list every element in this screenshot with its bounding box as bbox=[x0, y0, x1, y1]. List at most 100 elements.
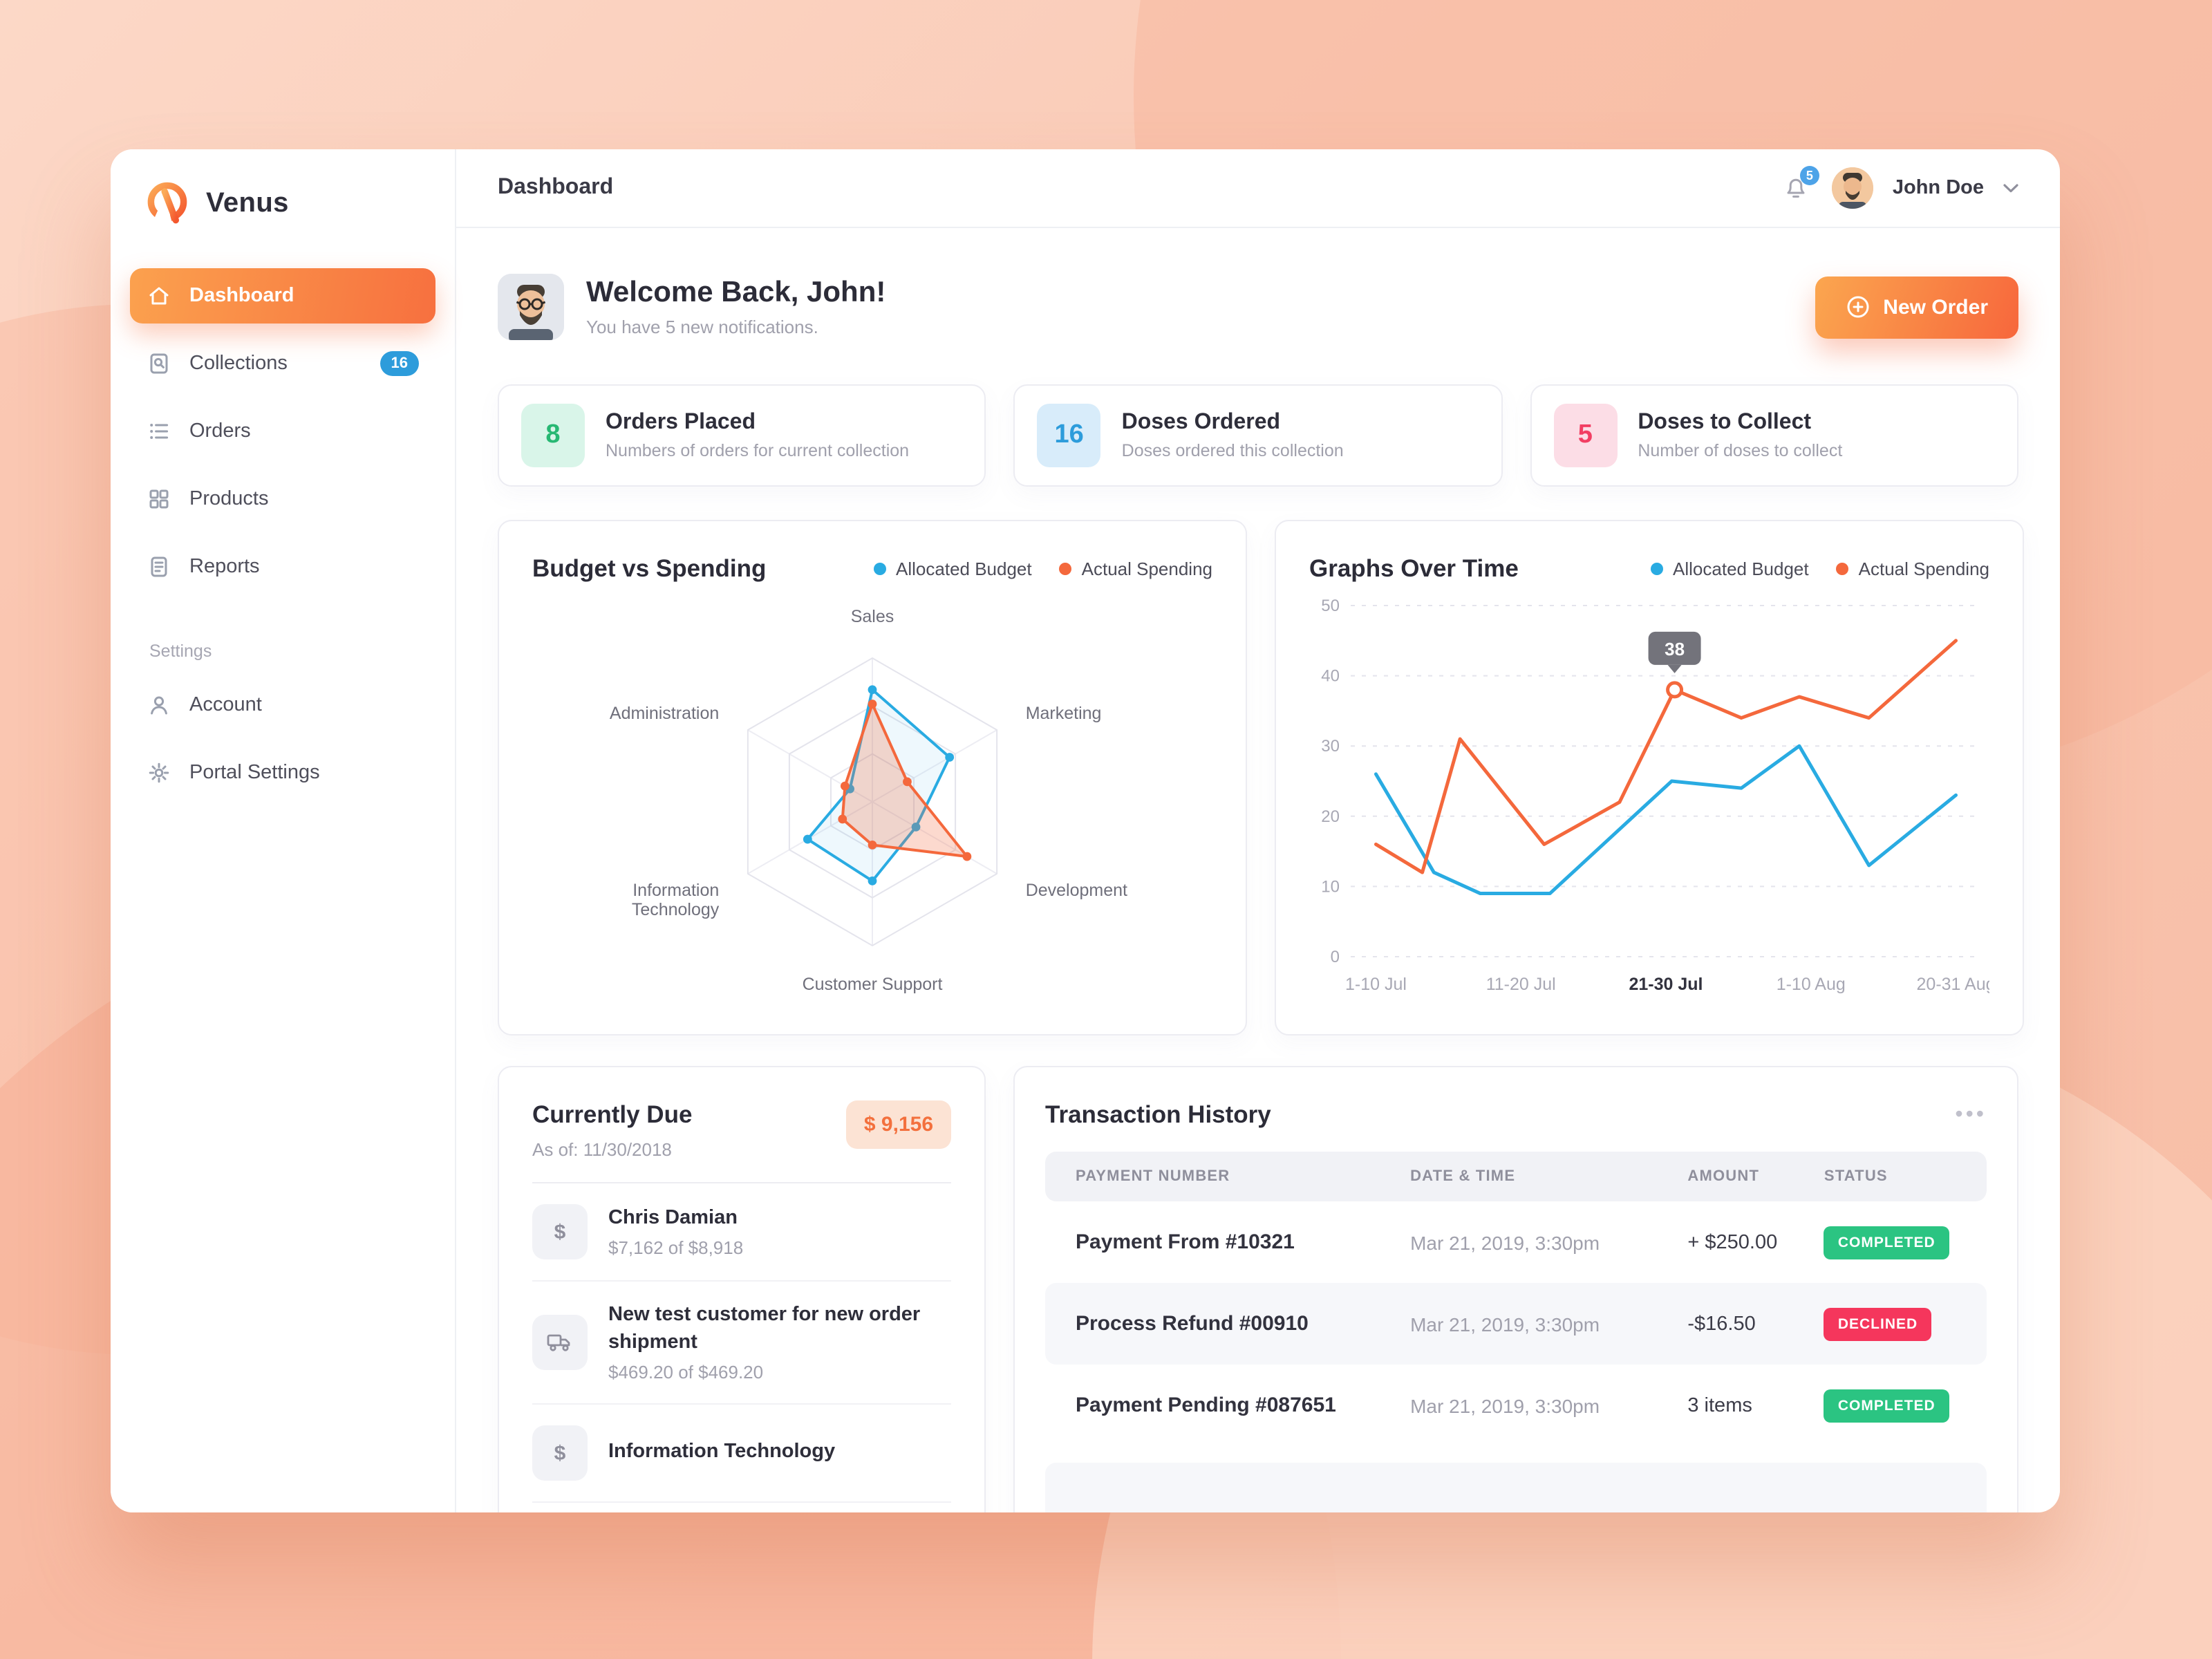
stat-text: Doses Ordered Doses ordered this collect… bbox=[1122, 411, 1344, 460]
column-header: DATE & TIME bbox=[1410, 1168, 1516, 1185]
stat-value-badge: 16 bbox=[1037, 404, 1101, 467]
payment-date: Mar 21, 2019, 3:30pm bbox=[1410, 1313, 1600, 1335]
welcome-avatar bbox=[498, 274, 564, 340]
payment-amount: 3 items bbox=[1687, 1394, 1752, 1416]
charts-row: Budget vs Spending Allocated Budget Actu… bbox=[498, 520, 2024, 1035]
main-content: Welcome Back, John! You have 5 new notif… bbox=[456, 228, 2060, 1512]
radar-axis-label: Sales bbox=[851, 607, 894, 626]
transaction-history-title: Transaction History bbox=[1045, 1100, 1271, 1128]
due-list-item[interactable]: $ Chris Damian $7,162 of $8,918 bbox=[532, 1183, 951, 1282]
line-chart-svg: 0 10 20 30 40 50 1-10 Jul 11-20 Jul 21-30 Jul 1-1… bbox=[1321, 597, 1995, 994]
highlighted-point bbox=[1666, 681, 1684, 699]
radar-chart-svg: Sales Marketing Development Customer Suppor… bbox=[610, 607, 1127, 994]
stat-text: Orders Placed Numbers of orders for curr… bbox=[606, 411, 909, 460]
legend-label: Actual Spending bbox=[1081, 559, 1212, 579]
currently-due-header: Currently Due As of: 11/30/2018 $ 9,156 bbox=[532, 1100, 951, 1160]
y-axis-tick: 30 bbox=[1321, 737, 1340, 756]
stat-subtitle: Numbers of orders for current collection bbox=[606, 441, 910, 460]
chart-header: Budget vs Spending Allocated Budget Actu… bbox=[532, 554, 1212, 583]
legend-item-allocated-budget: Allocated Budget bbox=[1651, 559, 1809, 579]
due-item-name: Chris Damian bbox=[608, 1206, 738, 1229]
app-window: Venus Dashboard Collections 16 bbox=[111, 149, 2060, 1512]
transaction-row[interactable]: Payment Pending #087651 Mar 21, 2019, 3:… bbox=[1045, 1365, 1987, 1446]
transaction-row[interactable]: Process Refund #00910 Mar 21, 2019, 3:30… bbox=[1045, 1283, 1987, 1365]
payment-date: Mar 21, 2019, 3:30pm bbox=[1410, 1394, 1600, 1416]
due-item-text: Chris Damian $7,162 of $8,918 bbox=[608, 1205, 743, 1258]
chart-title: Graphs Over Time bbox=[1309, 554, 1519, 582]
payment-amount: -$16.50 bbox=[1687, 1313, 1756, 1335]
budget-vs-spending-card: Budget vs Spending Allocated Budget Actu… bbox=[498, 520, 1247, 1035]
radar-axis-label: Information Technology bbox=[632, 881, 720, 919]
x-axis-tick: 20-31 Aug bbox=[1917, 975, 1989, 994]
chart-title: Budget vs Spending bbox=[532, 554, 767, 582]
new-order-label: New Order bbox=[1883, 295, 1988, 319]
status-badge: COMPLETED bbox=[1824, 1226, 1949, 1259]
payment-date: Mar 21, 2019, 3:30pm bbox=[1410, 1231, 1600, 1253]
sidebar-item-products[interactable]: Products bbox=[130, 471, 435, 527]
due-item-name: New test customer for new order shipment bbox=[608, 1304, 921, 1353]
due-item-name: Information Technology bbox=[608, 1441, 836, 1463]
y-axis-tick: 50 bbox=[1321, 597, 1340, 615]
due-list-item[interactable]: New test customer for new order shipment… bbox=[532, 1282, 951, 1405]
gear-icon bbox=[149, 762, 169, 783]
orders-list-icon bbox=[150, 424, 169, 439]
currently-due-text: Currently Due As of: 11/30/2018 bbox=[532, 1100, 692, 1160]
sidebar-item-label: Portal Settings bbox=[189, 762, 320, 784]
sidebar-item-portal-settings[interactable]: Portal Settings bbox=[130, 745, 435, 800]
sidebar-item-account[interactable]: Account bbox=[130, 677, 435, 733]
sidebar-item-label: Dashboard bbox=[189, 285, 294, 307]
dollar-icon: $ bbox=[532, 1204, 588, 1259]
transaction-history-header: Transaction History ••• bbox=[1045, 1100, 1987, 1130]
stat-card-orders-placed[interactable]: 8 Orders Placed Numbers of orders for cu… bbox=[498, 384, 986, 487]
dollar-icon: $ bbox=[532, 1425, 588, 1481]
user-name: John Doe bbox=[1892, 177, 1984, 199]
header: Dashboard 5 bbox=[456, 149, 2060, 228]
stats-row: 8 Orders Placed Numbers of orders for cu… bbox=[498, 384, 2018, 487]
user-avatar[interactable] bbox=[1831, 167, 1873, 209]
welcome-text: Welcome Back, John! You have 5 new notif… bbox=[586, 276, 885, 337]
stat-value-badge: 5 bbox=[1553, 404, 1618, 467]
sidebar-item-dashboard[interactable]: Dashboard bbox=[130, 268, 435, 324]
legend-item-allocated-budget: Allocated Budget bbox=[874, 559, 1032, 579]
plus-circle-icon bbox=[1847, 296, 1869, 318]
notifications-button[interactable]: 5 bbox=[1779, 166, 1819, 205]
venus-logo-icon bbox=[147, 182, 187, 225]
currently-due-asof: As of: 11/30/2018 bbox=[532, 1139, 672, 1160]
sidebar-item-collections[interactable]: Collections 16 bbox=[130, 336, 435, 391]
welcome-subtitle: You have 5 new notifications. bbox=[586, 317, 818, 337]
app-name: Venus bbox=[206, 187, 289, 218]
transaction-row[interactable]: Payment From #10321 Mar 21, 2019, 3:30pm… bbox=[1045, 1201, 1987, 1283]
header-actions: 5 John Doe bbox=[1779, 166, 2018, 209]
new-order-button[interactable]: New Order bbox=[1815, 276, 2018, 338]
legend-item-actual-spending: Actual Spending bbox=[1059, 559, 1212, 579]
due-list-item[interactable]: $ Information Technology bbox=[532, 1405, 951, 1503]
graphs-over-time-card: Graphs Over Time Allocated Budget Actual… bbox=[1275, 520, 2024, 1035]
chart-tooltip bbox=[1648, 631, 1701, 665]
bell-icon bbox=[1787, 178, 1805, 198]
welcome-avatar-image bbox=[498, 274, 564, 340]
stat-title: Orders Placed bbox=[606, 411, 756, 434]
legend-item-actual-spending: Actual Spending bbox=[1836, 559, 1989, 579]
stat-subtitle: Number of doses to collect bbox=[1638, 441, 1843, 460]
sidebar-item-orders[interactable]: Orders bbox=[130, 404, 435, 459]
transactions-table-header: PAYMENT NUMBER DATE & TIME AMOUNT STATUS bbox=[1045, 1152, 1987, 1201]
due-item-text: New test customer for new order shipment… bbox=[608, 1302, 926, 1382]
x-axis-tick: 1-10 Jul bbox=[1345, 975, 1407, 994]
stat-card-doses-ordered[interactable]: 16 Doses Ordered Doses ordered this coll… bbox=[1013, 384, 1503, 487]
chevron-down-icon[interactable] bbox=[2003, 183, 2018, 193]
person-icon bbox=[151, 696, 167, 715]
sidebar-item-reports[interactable]: Reports bbox=[130, 539, 435, 594]
products-grid-icon bbox=[149, 489, 169, 509]
radar-axis-label: Administration bbox=[610, 704, 719, 723]
sidebar-item-label: Collections bbox=[189, 353, 288, 375]
stat-card-doses-to-collect[interactable]: 5 Doses to Collect Number of doses to co… bbox=[1530, 384, 2018, 487]
chart-legend: Allocated Budget Actual Spending bbox=[874, 559, 1212, 579]
more-options-icon[interactable]: ••• bbox=[1955, 1103, 1987, 1126]
sidebar-item-label: Products bbox=[189, 488, 269, 510]
column-header: AMOUNT bbox=[1687, 1168, 1760, 1185]
chart-tooltip-value: 38 bbox=[1665, 639, 1685, 659]
stat-value-badge: 8 bbox=[521, 404, 585, 467]
transactions-table: PAYMENT NUMBER DATE & TIME AMOUNT STATUS… bbox=[1045, 1152, 1987, 1512]
currently-due-total: $ 9,156 bbox=[845, 1100, 951, 1149]
due-item-detail: $469.20 of $469.20 bbox=[608, 1362, 764, 1383]
